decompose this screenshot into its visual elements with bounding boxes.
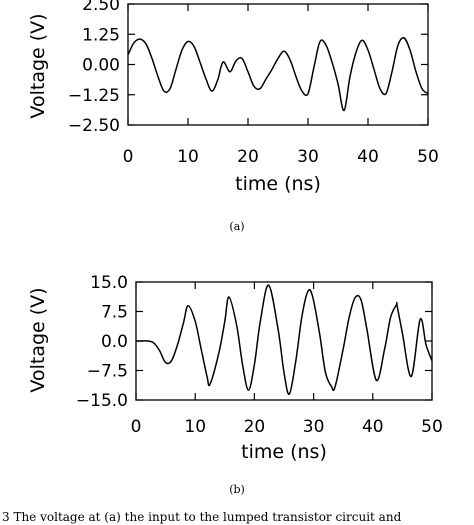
- panel-a-x-tick-label: 0: [123, 147, 134, 167]
- panel-b-x-tick-label: 0: [131, 417, 142, 437]
- panel-a-plot-frame: [127, 3, 429, 126]
- panel-b-x-tick-label: 40: [362, 417, 384, 437]
- panel-b-y-tick-label: −15.0: [76, 391, 128, 411]
- panel-b-y-tick-label: −7.5: [87, 362, 128, 382]
- panel-a-x-tick-label: 30: [297, 147, 319, 167]
- panel-a-chart: Voltage (V) 2.50 1.25 0.00 −1.25 −2.50 0 10 20…: [27, 0, 439, 233]
- panel-a-y-tick-label: −2.50: [68, 116, 120, 136]
- panel-b-y-tick-label: 0.0: [101, 332, 128, 352]
- panel-b-y-axis-title: Voltage (V): [27, 287, 49, 392]
- panel-b-plot-frame: [135, 281, 433, 401]
- panel-a-x-tick-label: 20: [237, 147, 259, 167]
- panel-b-x-tick-label: 20: [244, 417, 266, 437]
- panel-b-label: (b): [229, 483, 245, 496]
- panel-b-x-axis-title: time (ns): [241, 441, 327, 463]
- panel-a-x-tick-label: 10: [177, 147, 199, 167]
- panel-a-series-line: [127, 36, 429, 112]
- panel-a-label: (a): [229, 220, 244, 233]
- panel-b-x-tick-label: 10: [184, 417, 206, 437]
- panel-a-y-tick-label: −1.25: [68, 86, 120, 106]
- panel-a-y-tick-label: 0.00: [82, 56, 120, 76]
- panel-b-series-line: [135, 284, 433, 395]
- panel-a-x-tick-label: 40: [357, 147, 379, 167]
- panel-a-y-tick-label: 2.50: [82, 0, 120, 15]
- panel-b-x-tick-label: 50: [421, 417, 443, 437]
- panel-b-chart: Voltage (V) 15.0 7.5 0.0 −7.5 −15.0 0 10 20 30 4…: [27, 273, 443, 496]
- panel-b-x-tick-label: 30: [303, 417, 325, 437]
- figure-caption: 3 The voltage at (a) the input to the lu…: [2, 510, 402, 524]
- panel-a-x-axis-title: time (ns): [235, 173, 321, 195]
- panel-a-x-tick-label: 50: [417, 147, 439, 167]
- panel-b-y-tick-label: 7.5: [101, 303, 128, 323]
- panel-b-y-tick-label: 15.0: [90, 273, 128, 293]
- panel-a-y-tick-label: 1.25: [82, 25, 120, 45]
- panel-a-y-axis-title: Voltage (V): [27, 13, 49, 118]
